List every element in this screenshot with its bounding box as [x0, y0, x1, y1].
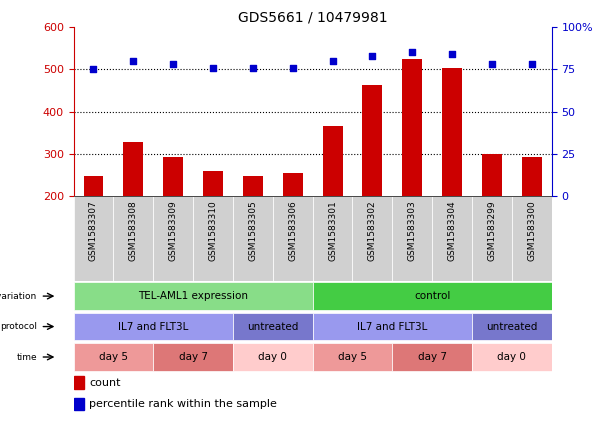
Text: GSM1583310: GSM1583310 [208, 201, 218, 261]
Bar [153, 196, 193, 281]
Point [368, 52, 378, 59]
Bar [233, 343, 313, 371]
Bar [512, 196, 552, 281]
Point [487, 61, 497, 68]
Point [248, 64, 258, 71]
Bar [233, 313, 313, 340]
Bar [83, 176, 104, 196]
Bar [313, 343, 392, 371]
Point [88, 66, 98, 73]
Point [407, 49, 417, 56]
Text: control: control [414, 291, 451, 301]
Bar [482, 154, 502, 196]
Bar [432, 196, 472, 281]
Bar [322, 126, 343, 196]
Bar [203, 171, 223, 196]
Bar [472, 343, 552, 371]
Bar [74, 196, 113, 281]
Text: untreated: untreated [486, 321, 538, 332]
Bar [243, 176, 263, 196]
Bar [113, 196, 153, 281]
Bar [313, 313, 472, 340]
Bar [153, 343, 233, 371]
Text: protocol: protocol [0, 322, 37, 331]
Text: count: count [89, 378, 121, 388]
Text: GSM1583309: GSM1583309 [169, 201, 178, 261]
Bar [74, 376, 83, 389]
Bar [313, 283, 552, 310]
Bar [193, 196, 233, 281]
Bar [402, 59, 422, 196]
Bar [74, 313, 233, 340]
Text: GSM1583308: GSM1583308 [129, 201, 138, 261]
Text: GSM1583305: GSM1583305 [248, 201, 257, 261]
Bar [392, 343, 472, 371]
Text: GSM1583302: GSM1583302 [368, 201, 377, 261]
Point [447, 51, 457, 58]
Bar [123, 142, 143, 196]
Text: day 0: day 0 [497, 352, 527, 362]
Bar [522, 157, 542, 196]
Text: day 0: day 0 [258, 352, 287, 362]
Text: day 7: day 7 [417, 352, 447, 362]
Bar [472, 313, 552, 340]
Text: day 7: day 7 [178, 352, 208, 362]
Bar [273, 196, 313, 281]
Text: IL7 and FLT3L: IL7 and FLT3L [357, 321, 427, 332]
Text: GSM1583307: GSM1583307 [89, 201, 98, 261]
Point [129, 58, 139, 64]
Point [208, 64, 218, 71]
Bar [442, 68, 462, 196]
Text: GSM1583301: GSM1583301 [328, 201, 337, 261]
Text: GSM1583300: GSM1583300 [527, 201, 536, 261]
Text: time: time [17, 352, 37, 362]
Text: GSM1583304: GSM1583304 [447, 201, 457, 261]
Point [288, 64, 298, 71]
Point [328, 58, 338, 64]
Bar [163, 157, 183, 196]
Text: TEL-AML1 expression: TEL-AML1 expression [138, 291, 248, 301]
Bar [74, 343, 153, 371]
Bar [283, 173, 303, 196]
Title: GDS5661 / 10479981: GDS5661 / 10479981 [238, 11, 387, 25]
Text: GSM1583299: GSM1583299 [487, 201, 497, 261]
Text: GSM1583306: GSM1583306 [288, 201, 297, 261]
Text: untreated: untreated [247, 321, 299, 332]
Text: IL7 and FLT3L: IL7 and FLT3L [118, 321, 188, 332]
Point [527, 61, 537, 68]
Bar [233, 196, 273, 281]
Text: genotype/variation: genotype/variation [0, 291, 37, 301]
Bar [392, 196, 432, 281]
Bar [362, 85, 383, 196]
Bar [352, 196, 392, 281]
Text: GSM1583303: GSM1583303 [408, 201, 417, 261]
Point [168, 61, 178, 68]
Bar [313, 196, 352, 281]
Text: day 5: day 5 [99, 352, 128, 362]
Text: percentile rank within the sample: percentile rank within the sample [89, 399, 277, 409]
Bar [74, 398, 83, 410]
Text: day 5: day 5 [338, 352, 367, 362]
Bar [472, 196, 512, 281]
Bar [74, 283, 313, 310]
